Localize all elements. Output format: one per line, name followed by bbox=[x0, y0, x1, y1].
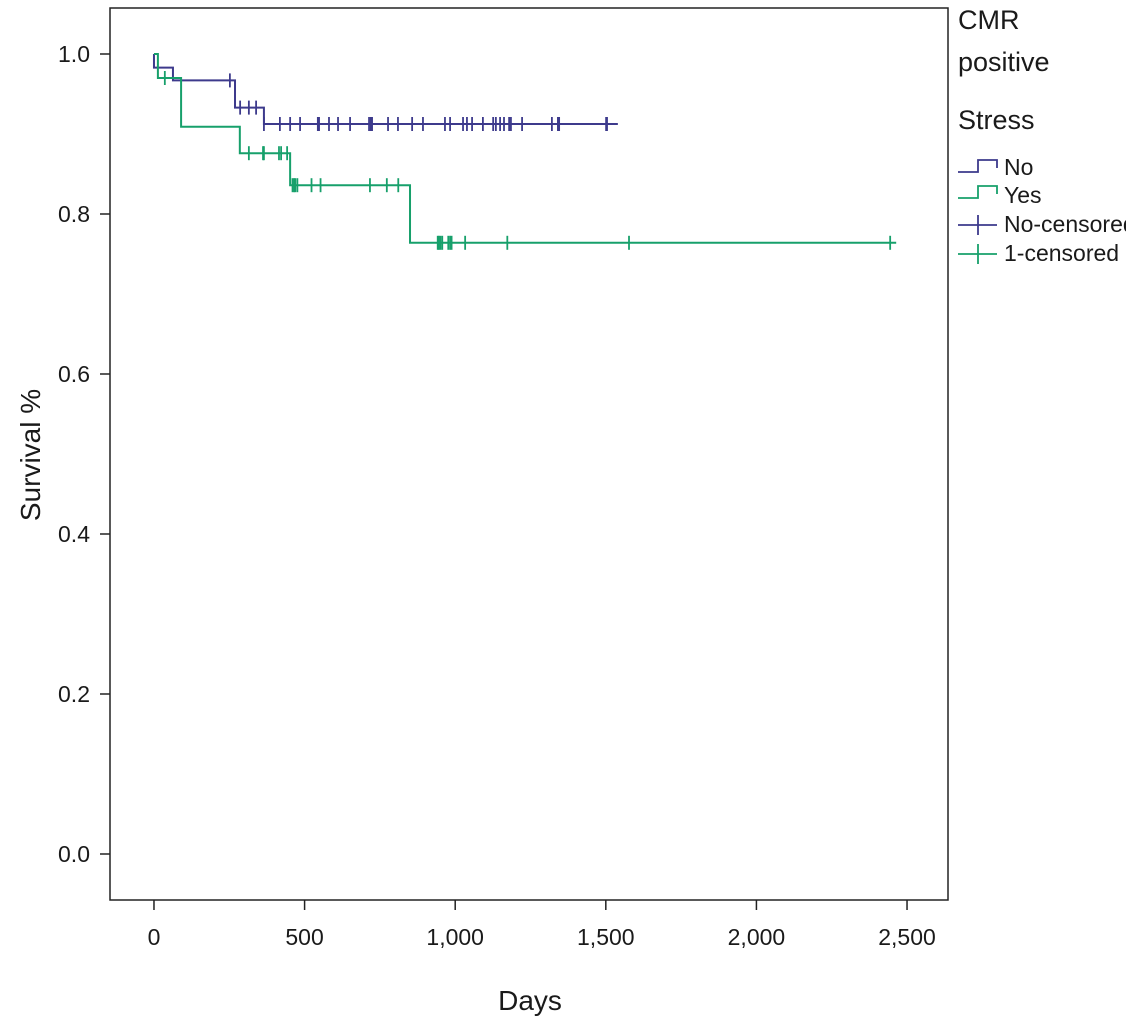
y-tick-label: 1.0 bbox=[58, 41, 90, 67]
legend-entry-no-censored: No-censored bbox=[1004, 211, 1126, 237]
y-axis-title: Survival % bbox=[15, 389, 46, 521]
y-tick-label: 0.4 bbox=[58, 521, 90, 547]
y-tick-label: 0.2 bbox=[58, 681, 90, 707]
plot-frame bbox=[109, 7, 949, 901]
legend-entry-yes: Yes bbox=[1004, 182, 1042, 208]
legend-subtitle: Stress bbox=[958, 105, 1035, 135]
y-tick-label: 0.6 bbox=[58, 361, 90, 387]
legend: CMR positive Stress No Yes No-censored 1… bbox=[958, 5, 1126, 266]
x-tick-label: 500 bbox=[285, 924, 323, 950]
survival-curve-no bbox=[152, 54, 618, 125]
y-tick-label: 0.0 bbox=[58, 841, 90, 867]
legend-entry-1-censored: 1-censored bbox=[1004, 240, 1119, 266]
legend-entry-no: No bbox=[1004, 154, 1033, 180]
legend-symbol-yes bbox=[958, 185, 998, 199]
x-tick-label: 1,500 bbox=[577, 924, 635, 950]
legend-symbol-no bbox=[958, 159, 998, 173]
x-tick-label: 2,500 bbox=[878, 924, 936, 950]
x-axis-title: Days bbox=[498, 985, 562, 1016]
x-tick-label: 2,000 bbox=[728, 924, 786, 950]
legend-symbol-no-censored bbox=[958, 215, 997, 235]
legend-title-line2: positive bbox=[958, 47, 1050, 77]
legend-title-line1: CMR bbox=[958, 5, 1020, 35]
survival-curve-yes bbox=[153, 53, 897, 244]
legend-symbol-1-censored bbox=[958, 244, 997, 264]
x-tick-label: 1,000 bbox=[426, 924, 484, 950]
x-tick-label: 0 bbox=[148, 924, 161, 950]
y-tick-label: 0.8 bbox=[58, 201, 90, 227]
